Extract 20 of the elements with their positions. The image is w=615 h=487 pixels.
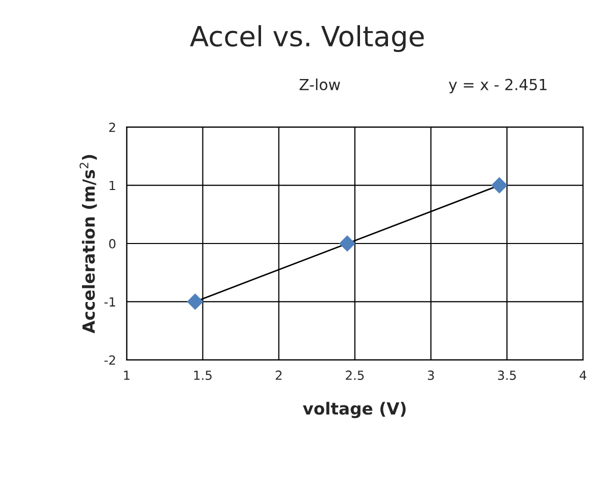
point bbox=[491, 177, 508, 194]
x-tick-label: 1 bbox=[124, 370, 130, 380]
point bbox=[187, 294, 204, 310]
y-tick-label: 1 bbox=[110, 180, 116, 190]
point bbox=[339, 235, 356, 252]
x-tick-label: 4 bbox=[580, 370, 586, 380]
y-tick-label: -2 bbox=[104, 355, 116, 365]
y-axis-title: Acceleration (m/s$^{2}$) bbox=[80, 155, 97, 334]
x-tick-label: 2.5 bbox=[346, 370, 364, 380]
x-tick-label: 3.5 bbox=[498, 370, 516, 380]
chart-title: Accel vs. Voltage bbox=[190, 25, 424, 52]
text: y = x - 2.451 bbox=[448, 78, 547, 94]
y-tick-label: 0 bbox=[109, 238, 116, 248]
y-tick-label: -1 bbox=[104, 297, 116, 306]
y-tick-label: 2 bbox=[109, 122, 116, 132]
x-tick-label: 1.5 bbox=[194, 370, 212, 380]
x-axis-title: voltage (V) bbox=[302, 402, 406, 418]
x-tick-label: 2 bbox=[276, 370, 282, 380]
text: Z-low bbox=[300, 78, 340, 90]
x-tick-label: 3 bbox=[428, 370, 434, 380]
